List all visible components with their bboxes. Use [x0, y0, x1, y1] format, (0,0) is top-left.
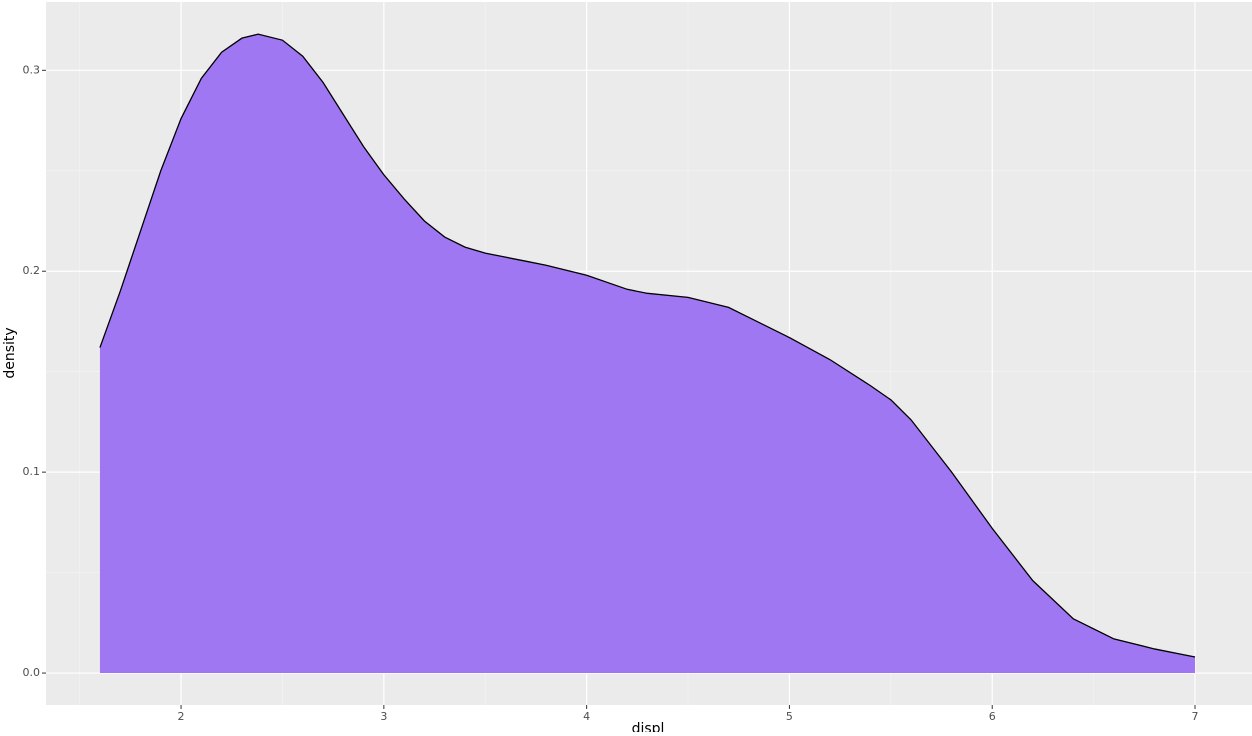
y-tick-label: 0.0 — [23, 666, 41, 679]
x-tick-label: 7 — [1192, 710, 1199, 723]
x-tick-label: 6 — [989, 710, 996, 723]
x-tick-label: 2 — [178, 710, 185, 723]
y-tick-label: 0.1 — [23, 465, 41, 478]
density-area — [99, 34, 1196, 674]
x-tick-label: 3 — [380, 710, 387, 723]
y-tick-label: 0.2 — [23, 264, 41, 277]
y-tick-label: 0.3 — [23, 63, 41, 76]
x-tick-label: 4 — [583, 710, 590, 723]
density-line — [99, 33, 1196, 658]
y-axis-title: density — [2, 327, 18, 378]
x-axis-title: displ — [632, 721, 665, 732]
x-tick-label: 5 — [786, 710, 793, 723]
